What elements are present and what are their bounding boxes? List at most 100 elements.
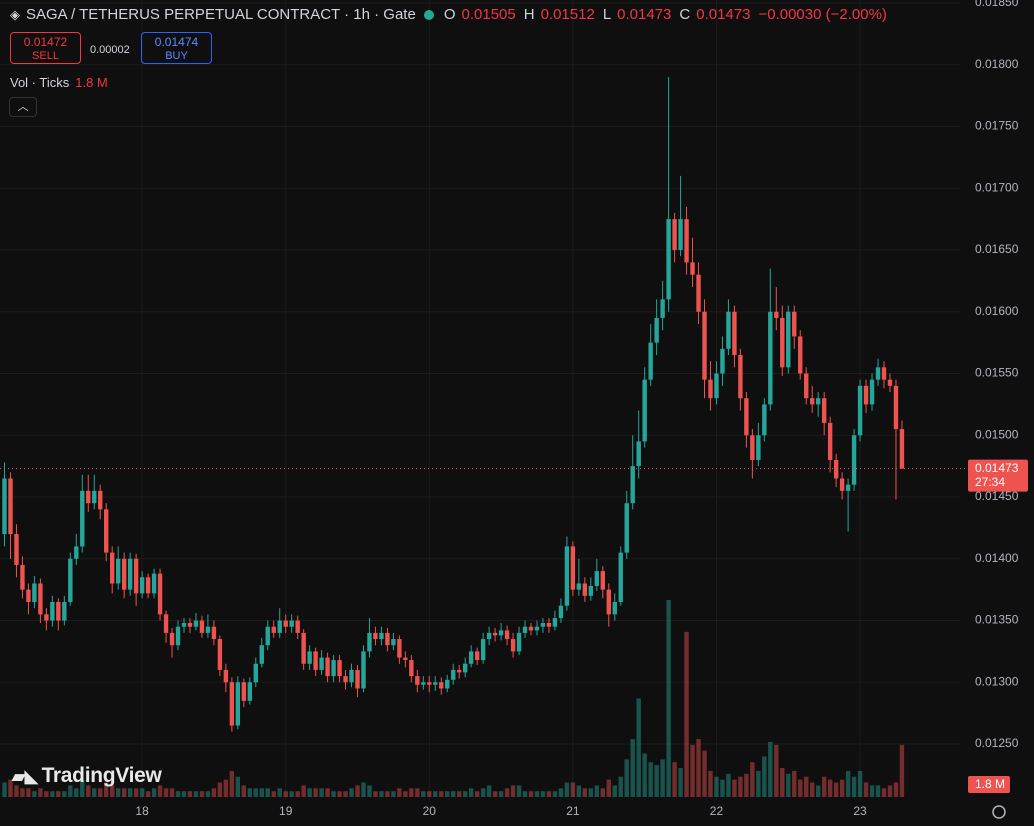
volume-bar [14, 785, 19, 797]
volume-bar [397, 788, 402, 797]
x-tick-label: 20 [423, 804, 437, 818]
volume-bar [654, 765, 659, 797]
candle-body [726, 311, 731, 349]
y-tick-label: 0.01250 [975, 736, 1019, 750]
candle-body [439, 682, 444, 689]
volume-bar [133, 788, 139, 797]
buy-button[interactable]: 0.01474 BUY [141, 32, 212, 64]
candle-body [50, 602, 55, 621]
volume-bar [744, 773, 749, 797]
x-tick-label: 19 [279, 804, 293, 818]
candle-body [331, 660, 336, 677]
volume-bar [863, 782, 869, 797]
candle-body [20, 564, 25, 590]
volume-bar [702, 750, 707, 797]
candle-body [666, 219, 671, 300]
candle-body [397, 639, 402, 658]
volume-bar [74, 788, 79, 797]
volume-bar [289, 791, 294, 797]
candle-body [8, 478, 13, 535]
volume-bar [193, 791, 199, 797]
volume-bar [295, 791, 300, 797]
candle-body [851, 435, 857, 485]
candle-body [558, 605, 564, 619]
candle-body [756, 435, 761, 460]
candle-body [606, 589, 611, 615]
candle-body [893, 385, 899, 430]
volume-bar [660, 759, 665, 797]
ohlc-label: O [443, 6, 456, 23]
candle-body [127, 558, 133, 590]
volume-bar [468, 788, 474, 797]
volume-bar [259, 788, 264, 797]
candle-body [457, 669, 462, 673]
volume-bar [474, 791, 480, 797]
candle-body [636, 441, 641, 467]
volume-bar [121, 788, 127, 797]
volume-bar [385, 791, 390, 797]
volume-bar [211, 788, 217, 797]
volume-bar [732, 779, 737, 797]
price-tag [968, 459, 1028, 492]
candle-body [600, 571, 605, 590]
volume-bar [325, 788, 330, 797]
volume-bar [618, 776, 623, 797]
candle-body [92, 490, 97, 504]
volume-bar [815, 785, 821, 797]
candle-body [421, 682, 426, 685]
candle-body [139, 577, 145, 594]
volume-bar [217, 782, 223, 797]
candle-body [241, 682, 247, 701]
candle-body [684, 219, 689, 263]
candle-body [774, 311, 779, 318]
candle-body [104, 509, 109, 553]
volume-bar [313, 788, 318, 797]
volume-bar [241, 785, 247, 797]
y-tick-label: 0.01550 [975, 366, 1019, 380]
candle-body [863, 385, 869, 405]
candle-body [660, 299, 665, 318]
sell-button[interactable]: 0.01472 SELL [10, 32, 81, 64]
volume-bar [588, 788, 594, 797]
volume-bar [462, 791, 468, 797]
volume-bar [899, 744, 905, 797]
volume-bar [881, 788, 887, 797]
candle-body [277, 620, 282, 633]
candle-body [169, 632, 175, 646]
volume-bar [768, 741, 773, 797]
candle-body [702, 311, 707, 380]
volume-bar [86, 785, 91, 797]
volume-bar [98, 788, 103, 797]
collapse-button[interactable]: ︿ [9, 97, 37, 117]
candle-body [349, 669, 354, 683]
volume-bar [792, 770, 797, 797]
candle-body [804, 373, 809, 399]
volume-bar [630, 739, 635, 797]
volume-tag [968, 776, 1010, 793]
volume-bar [594, 785, 600, 797]
volume-bar [810, 782, 815, 797]
candle-body [415, 676, 420, 685]
volume-bar [648, 762, 653, 797]
volume-bar [391, 791, 396, 797]
volume-bar [804, 776, 809, 797]
ohlc-label: C [679, 6, 691, 23]
candle-body [295, 620, 300, 633]
volume-bar [821, 776, 827, 797]
volume-name: Vol · Ticks [10, 75, 70, 90]
candle-body [151, 573, 157, 594]
settings-icon[interactable] [992, 805, 1006, 819]
candle-body [815, 398, 821, 405]
candle-body [522, 626, 528, 633]
candle-body [265, 626, 270, 646]
candle-body [80, 490, 85, 547]
candle-body [361, 651, 366, 689]
volume-bar [373, 791, 378, 797]
candle-body [564, 546, 570, 606]
volume-bar [492, 791, 498, 797]
candle-body [181, 623, 187, 627]
volume-bar [307, 788, 312, 797]
volume-bar [145, 791, 151, 797]
candle-body [810, 398, 815, 405]
candle-body [193, 620, 199, 627]
